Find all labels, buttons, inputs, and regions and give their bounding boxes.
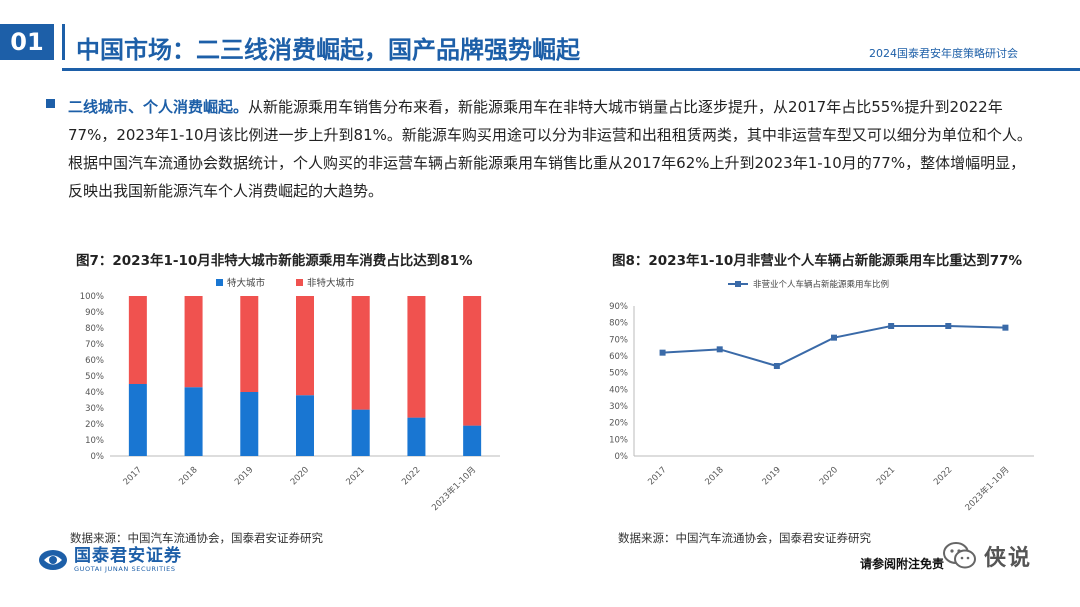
summary-body: 从新能源乘用车销售分布来看，新能源乘用车在非特大城市销量占比逐步提升，从2017… — [68, 98, 1032, 200]
line-chart: 非营业个人车辆占新能源乘用车比例 0% 10% 20% 30% 40% 50% 60% 70% 8… — [590, 270, 1050, 520]
bar-1-1 — [184, 296, 203, 388]
watermark: 侠说 — [942, 540, 1032, 572]
x-tick-label: 2022 — [932, 465, 954, 487]
x-tick-label: 2017 — [122, 465, 144, 487]
x-tick-label: 2021 — [344, 465, 366, 487]
x-tick-label: 2019 — [761, 465, 783, 487]
wechat-icon — [943, 542, 976, 569]
point-2 — [773, 363, 780, 369]
y-tick-label: 0% — [91, 452, 105, 462]
header-divider — [62, 24, 65, 60]
point-1 — [716, 346, 723, 353]
x-tick-label: 2017 — [646, 465, 668, 487]
y-tick-label: 40% — [609, 385, 628, 395]
y-tick-label: 60% — [85, 356, 104, 366]
guotai-junan-logo-icon — [39, 550, 67, 570]
figure-7-title: 图7：2023年1-10月非特大城市新能源乘用车消费占比达到81% — [76, 253, 473, 269]
y-tick-label: 20% — [85, 420, 104, 430]
logo-chinese-name: 国泰君安证券 — [74, 546, 182, 566]
page-title: 中国市场：二三线消费崛起，国产品牌强势崛起 — [76, 36, 580, 64]
bar-0-1 — [184, 387, 203, 456]
x-tick-label: 2018 — [177, 465, 199, 487]
point-0 — [659, 349, 666, 356]
x-tick-label: 2021 — [875, 465, 897, 487]
x-tick-label: 2018 — [703, 465, 725, 487]
watermark-text: 侠说 — [984, 546, 1033, 571]
x-tick-label: 2022 — [400, 465, 422, 487]
y-tick-label: 70% — [85, 340, 104, 350]
y-tick-label: 40% — [85, 388, 104, 398]
x-tick-label: 2019 — [233, 465, 255, 487]
page-number: 01 — [0, 24, 54, 60]
line-chart-svg: 非营业个人车辆占新能源乘用车比例 0% 10% 20% 30% 40% 50% 60% 70% 8… — [609, 279, 1034, 513]
x-tick-label: 2020 — [289, 465, 311, 487]
x-tick-label: 2020 — [818, 465, 840, 487]
figure-8-source: 数据来源：中国汽车流通协会，国泰君安证券研究 — [618, 531, 871, 545]
bar-0-4 — [351, 409, 370, 456]
slide-header: 01 中国市场：二三线消费崛起，国产品牌强势崛起 2024国泰君安年度策略研讨会 — [0, 0, 1080, 80]
summary-paragraph: 二线城市、个人消费崛起。从新能源乘用车销售分布来看，新能源乘用车在非特大城市销量… — [68, 93, 1036, 205]
legend-label-0: 特大城市 — [227, 277, 266, 289]
bar-1-4 — [351, 296, 370, 410]
legend-marker — [735, 281, 741, 287]
legend-label: 非营业个人车辆占新能源乘用车比例 — [753, 279, 889, 290]
legend-label-1: 非特大城市 — [307, 277, 355, 289]
summary-block: 二线城市、个人消费崛起。从新能源乘用车销售分布来看，新能源乘用车在非特大城市销量… — [46, 93, 1036, 205]
bar-1-0 — [128, 296, 147, 384]
point-4 — [888, 323, 895, 329]
figure-7-source: 数据来源：中国汽车流通协会，国泰君安证券研究 — [70, 531, 323, 545]
bar-0-0 — [128, 384, 147, 456]
bar-1-6 — [463, 296, 482, 426]
series-line — [662, 325, 1006, 368]
bar-0-3 — [296, 395, 314, 456]
bar-1-2 — [240, 296, 259, 392]
x-tick-label: 2023年1-10月 — [430, 464, 479, 513]
bar-0-6 — [463, 425, 482, 456]
square-bullet-icon — [46, 99, 55, 108]
bar-1-5 — [407, 296, 426, 418]
y-tick-label: 100% — [80, 292, 104, 302]
y-tick-label: 50% — [85, 372, 104, 382]
legend-swatch-1 — [296, 279, 303, 286]
y-tick-label: 10% — [85, 436, 104, 446]
bar-chart-svg: 特大城市 非特大城市 0% 10% 20% 30% 40% 50% 60% 70% 80% 90% 10… — [80, 277, 500, 513]
stacked-bar-chart: 特大城市 非特大城市 0% 10% 20% 30% 40% 50% 60% 70% 80% 90% 10… — [66, 270, 516, 520]
y-tick-label: 50% — [609, 369, 628, 379]
point-6 — [1002, 324, 1009, 331]
y-tick-label: 80% — [609, 319, 628, 329]
figure-8-title: 图8：2023年1-10月非营业个人车辆占新能源乘用车比重达到77% — [612, 253, 1023, 269]
legend-swatch-0 — [216, 279, 223, 286]
y-tick-label: 90% — [609, 302, 628, 312]
y-tick-label: 0% — [615, 452, 629, 462]
point-5 — [945, 323, 952, 329]
company-logo: 国泰君安证券 GUOTAI JUNAN SECURITIES — [38, 546, 182, 574]
summary-highlight: 二线城市、个人消费崛起。 — [68, 98, 249, 116]
y-tick-label: 10% — [609, 435, 628, 445]
bar-1-3 — [296, 296, 314, 396]
y-tick-label: 80% — [85, 324, 104, 334]
y-tick-label: 20% — [609, 419, 628, 429]
bar-0-5 — [407, 417, 426, 456]
y-tick-label: 30% — [609, 402, 628, 412]
y-tick-label: 90% — [85, 308, 104, 318]
x-tick-label: 2023年1-10月 — [963, 464, 1012, 513]
event-name: 2024国泰君安年度策略研讨会 — [869, 47, 1018, 60]
y-tick-label: 60% — [609, 352, 628, 362]
y-tick-label: 70% — [609, 335, 628, 345]
logo-english-name: GUOTAI JUNAN SECURITIES — [74, 565, 176, 573]
bar-0-2 — [240, 392, 259, 456]
header-rule — [62, 68, 1080, 71]
y-tick-label: 30% — [85, 404, 104, 414]
disclaimer-text: 请参阅附注免责 — [860, 557, 945, 571]
point-3 — [831, 334, 837, 341]
